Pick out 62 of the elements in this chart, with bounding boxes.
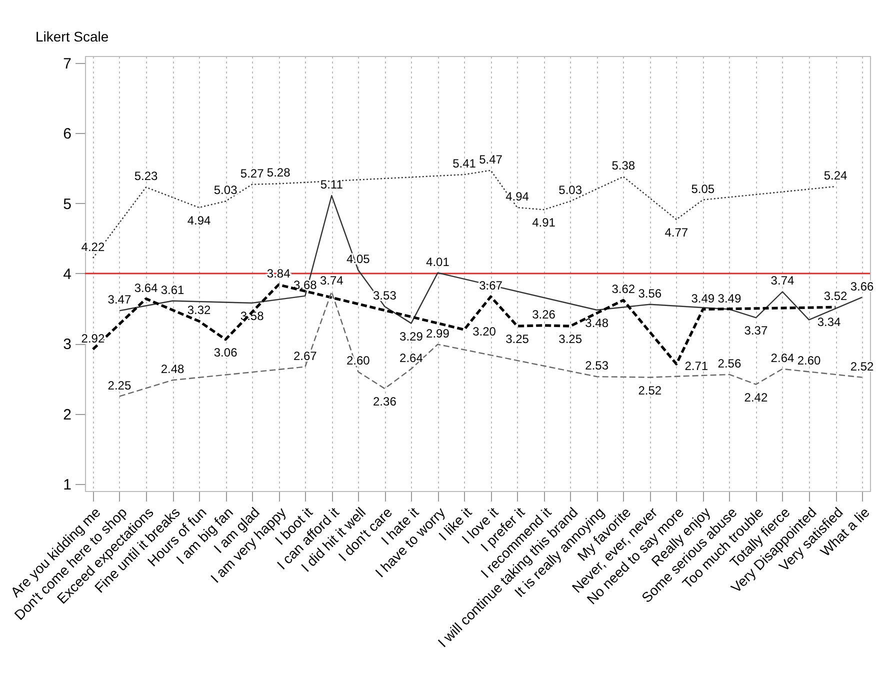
- data-label: 3.20: [472, 324, 496, 339]
- data-label: 5.41: [452, 156, 476, 171]
- data-label: 3.26: [532, 307, 556, 322]
- data-label: 3.49: [718, 291, 742, 306]
- data-label: 2.48: [160, 362, 185, 376]
- data-label: 3.25: [506, 332, 530, 346]
- data-label: 3.06: [214, 345, 238, 360]
- data-label: 4.94: [187, 214, 212, 228]
- data-label: 3.29: [400, 329, 424, 344]
- data-label: 3.47: [108, 292, 132, 307]
- data-label: 2.64: [400, 350, 424, 365]
- data-label: 3.56: [638, 286, 662, 300]
- data-label: 3.34: [817, 314, 842, 329]
- y-tick-label: 1: [63, 476, 72, 494]
- data-label: 3.74: [770, 274, 794, 288]
- data-label: 4.01: [426, 254, 450, 269]
- data-label: 5.11: [320, 178, 344, 192]
- data-label: 3.62: [612, 282, 636, 296]
- data-label: 5.27: [240, 166, 264, 180]
- data-label: 2.52: [850, 359, 874, 374]
- data-label: 3.66: [850, 279, 874, 294]
- data-label: 4.91: [532, 216, 556, 230]
- data-label: 2.52: [638, 383, 662, 398]
- y-tick-label: 5: [63, 196, 72, 213]
- data-label: 2.60: [797, 354, 822, 368]
- data-label: 5.24: [824, 168, 848, 182]
- data-label: 3.64: [134, 280, 158, 295]
- y-tick-label: 2: [63, 406, 72, 424]
- y-axis-title: Likert Scale: [36, 28, 109, 44]
- data-label: 2.71: [684, 359, 708, 374]
- data-label: 5.05: [691, 182, 715, 196]
- y-tick-label: 7: [63, 56, 72, 73]
- data-label: 3.32: [187, 303, 212, 318]
- y-tick-label: 4: [63, 266, 72, 283]
- data-label: 5.23: [134, 169, 158, 184]
- data-label: 3.37: [744, 324, 768, 338]
- data-label: 5.28: [266, 166, 291, 180]
- data-label: 5.38: [612, 158, 636, 173]
- data-label: 3.48: [585, 316, 609, 330]
- y-tick-label: 6: [63, 126, 72, 143]
- data-label: 2.67: [293, 348, 318, 363]
- data-label: 4.77: [664, 225, 688, 240]
- data-label: 2.36: [373, 394, 397, 409]
- data-label: 3.61: [160, 282, 185, 297]
- data-label: 2.25: [108, 378, 132, 392]
- data-label: 4.22: [81, 240, 105, 254]
- data-label: 2.56: [718, 356, 742, 371]
- data-label: 5.03: [214, 183, 238, 198]
- data-label: 3.49: [691, 291, 715, 306]
- y-tick-label: 3: [63, 336, 72, 354]
- data-label: 2.42: [744, 390, 768, 404]
- data-label: 2.99: [426, 326, 450, 340]
- data-label: 5.47: [479, 152, 503, 166]
- data-label: 2.60: [346, 354, 370, 368]
- data-label: 2.64: [770, 350, 794, 365]
- data-label: 2.53: [585, 358, 609, 373]
- data-label: 3.52: [824, 289, 848, 304]
- data-label: 3.25: [558, 332, 582, 346]
- data-label: 4.94: [506, 190, 530, 204]
- data-label: 2.92: [81, 331, 105, 346]
- data-label: 5.03: [558, 183, 582, 198]
- data-label: 3.74: [320, 274, 344, 288]
